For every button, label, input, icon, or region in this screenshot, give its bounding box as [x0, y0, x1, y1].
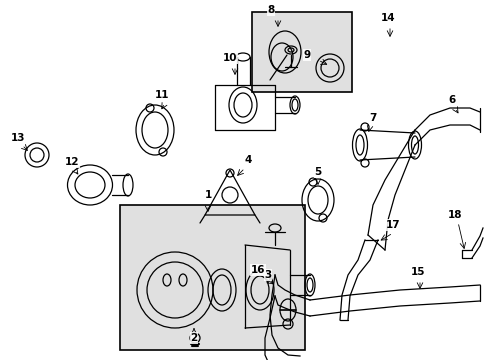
Text: 1: 1	[204, 190, 211, 200]
Text: 9: 9	[303, 50, 310, 60]
Text: 16: 16	[250, 265, 264, 275]
Text: 3: 3	[264, 270, 271, 280]
Text: 18: 18	[447, 210, 461, 220]
Text: 8: 8	[267, 5, 274, 15]
Text: 15: 15	[410, 267, 425, 277]
Bar	[120, 205, 305, 350]
Text: 7: 7	[368, 113, 376, 123]
Text: 2: 2	[190, 333, 197, 343]
Text: 6: 6	[447, 95, 455, 105]
Bar	[251, 12, 351, 92]
Text: 13: 13	[11, 133, 25, 143]
Text: 10: 10	[223, 53, 237, 63]
Text: 5: 5	[314, 167, 321, 177]
Text: 14: 14	[380, 13, 394, 23]
Text: 4: 4	[244, 155, 251, 165]
Text: 11: 11	[154, 90, 169, 100]
Text: 12: 12	[64, 157, 79, 167]
Text: 17: 17	[385, 220, 400, 230]
